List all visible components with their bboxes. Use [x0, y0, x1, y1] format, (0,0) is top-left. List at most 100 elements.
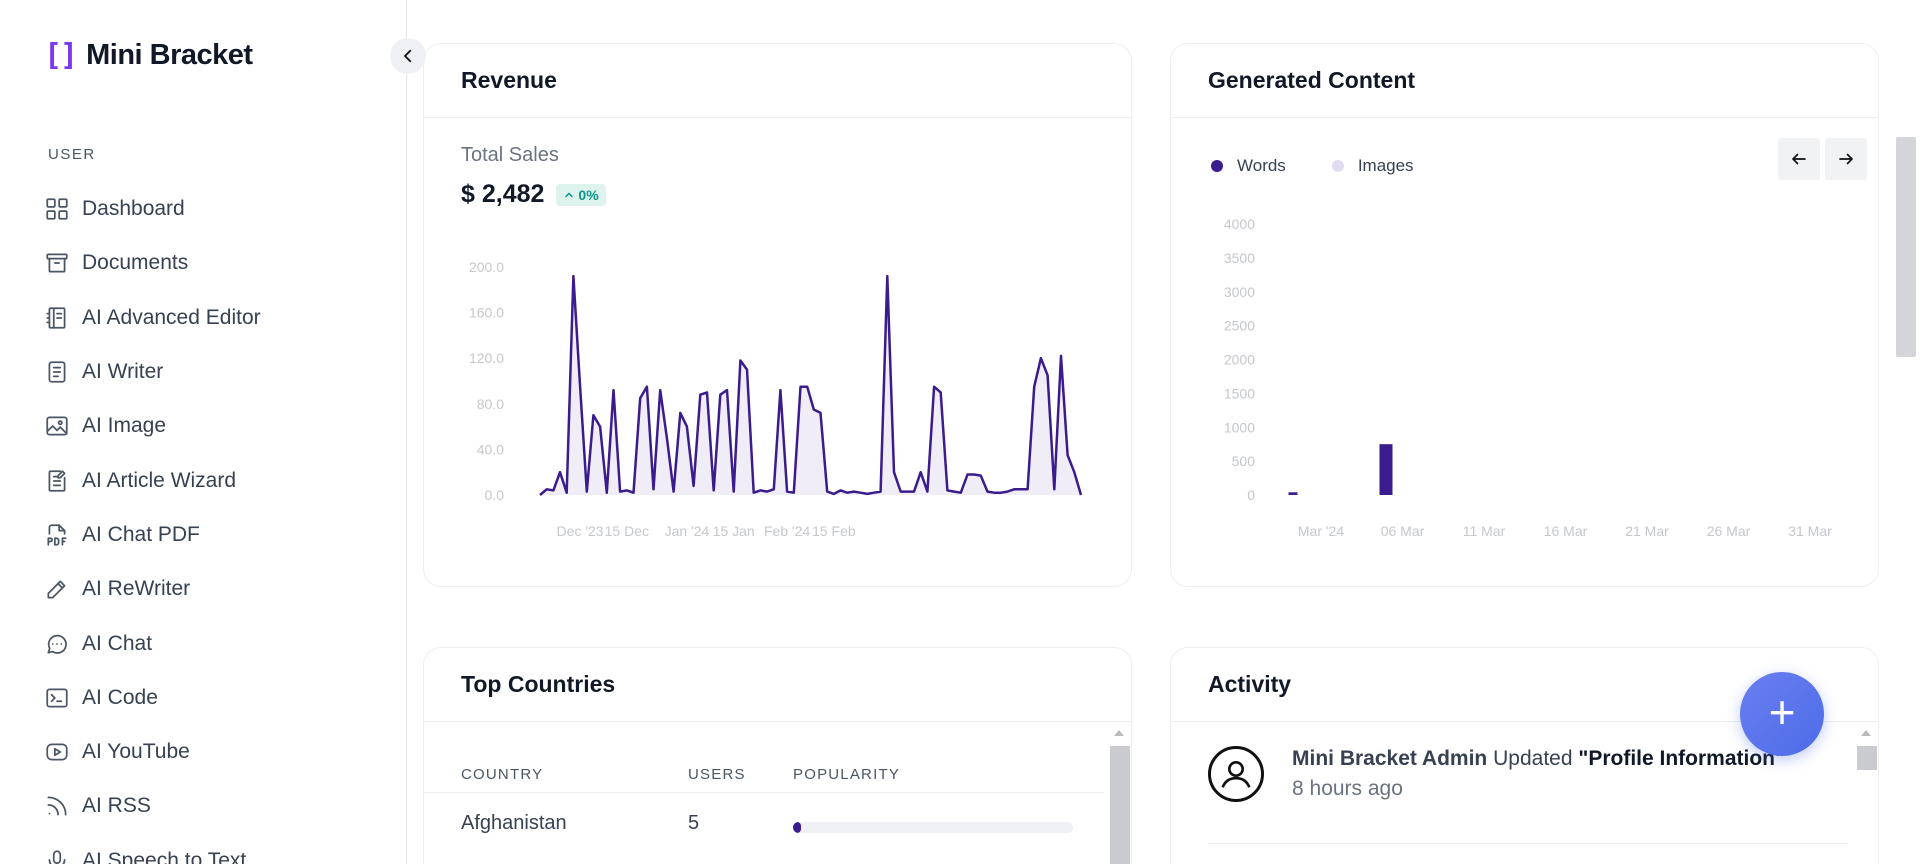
next-period-button[interactable]: [1825, 138, 1867, 180]
activity-text: Mini Bracket Admin Updated "Profile Info…: [1292, 744, 1785, 843]
countries-card-header: Top Countries: [424, 648, 1131, 722]
words-bar: [1288, 492, 1298, 495]
sidebar-item-dashboard[interactable]: Dashboard: [44, 182, 261, 236]
sidebar-item-label: AI RSS: [82, 794, 151, 818]
brand-logo[interactable]: [] Mini Bracket: [44, 38, 253, 73]
y-tick-label: 4000: [1224, 216, 1255, 232]
activity-item[interactable]: Mini Bracket Admin Updated "Profile Info…: [1208, 744, 1848, 844]
y-tick-label: 2000: [1224, 352, 1255, 368]
y-tick-label: 0.0: [485, 487, 505, 503]
sidebar-item-ai-rewriter[interactable]: AI ReWriter: [44, 562, 261, 616]
popularity-bar: [793, 822, 1073, 833]
y-tick-label: 80.0: [477, 396, 504, 412]
sales-line: [539, 274, 1083, 496]
x-tick-label: Jan '24: [665, 523, 710, 539]
legend-item-words[interactable]: Words: [1211, 156, 1286, 176]
sales-area-fill: [540, 276, 1081, 495]
table-scrollbar-thumb[interactable]: [1110, 746, 1130, 864]
sidebar-item-ai-youtube[interactable]: AI YouTube: [44, 725, 261, 779]
x-tick-label: 11 Mar: [1463, 523, 1506, 539]
activity-scrollbar-thumb[interactable]: [1857, 746, 1877, 770]
generated-content-chart: 4000 3500 3000 2500 2000 1500 1000 500 0 Mar '24 0…: [1224, 216, 1832, 539]
sidebar-item-ai-chat[interactable]: AI Chat: [44, 616, 261, 670]
generated-card-header: Generated Content: [1171, 44, 1878, 118]
legend-item-images[interactable]: Images: [1331, 156, 1414, 176]
add-new-button[interactable]: +: [1740, 672, 1824, 756]
sales-change-value: 0%: [578, 186, 599, 203]
y-tick-label: 160.0: [469, 305, 504, 321]
x-tick-label: 26 Mar: [1707, 523, 1751, 539]
revenue-card-header: Revenue: [424, 44, 1131, 118]
sidebar-item-label: Dashboard: [82, 197, 185, 221]
sidebar-item-label: AI Chat PDF: [82, 522, 200, 546]
y-tick-label: 40.0: [477, 441, 504, 457]
sidebar-item-ai-chat-pdf[interactable]: AI Chat PDF: [44, 508, 261, 562]
sidebar-item-ai-writer[interactable]: AI Writer: [44, 345, 261, 399]
total-sales-row: $ 2,482 0%: [461, 180, 606, 209]
sidebar-item-label: AI Chat: [82, 631, 153, 655]
x-tick-label: 31 Mar: [1788, 523, 1832, 539]
column-header-country: COUNTRY: [461, 766, 544, 783]
sidebar-item-label: AI Writer: [82, 360, 164, 384]
sidebar-item-ai-article-wizard[interactable]: AI Article Wizard: [44, 453, 261, 507]
sidebar-item-ai-advanced-editor[interactable]: AI Advanced Editor: [44, 291, 261, 345]
caret-up-icon: [565, 191, 574, 197]
column-header-users: USERS: [688, 766, 746, 783]
country-cell: Afghanistan: [461, 812, 567, 834]
revenue-title: Revenue: [461, 67, 557, 93]
y-tick-label: 3500: [1224, 250, 1255, 266]
y-tick-label: 200.0: [469, 259, 504, 275]
generated-content-card: Generated Content Words Images 4000 3500 3…: [1170, 43, 1879, 587]
sidebar-item-ai-image[interactable]: AI Image: [44, 399, 261, 453]
arrow-right-icon: [1839, 153, 1853, 165]
sidebar-item-documents[interactable]: Documents: [44, 236, 261, 290]
sidebar-collapse-button[interactable]: [390, 38, 426, 74]
document-icon: [48, 361, 66, 383]
brand-mark: []: [44, 38, 78, 73]
archive-icon: [46, 253, 68, 273]
prev-period-button[interactable]: [1778, 138, 1820, 180]
y-tick-label: 1000: [1224, 419, 1255, 435]
y-tick-label: 500: [1232, 453, 1256, 469]
legend-label: Images: [1357, 156, 1414, 175]
sidebar-item-label: AI Code: [82, 685, 158, 709]
total-sales-value: $ 2,482: [461, 180, 545, 208]
sidebar-item-label: AI ReWriter: [82, 577, 191, 601]
activity-title: Activity: [1208, 671, 1292, 697]
countries-table-header: COUNTRY USERS POPULARITY: [424, 753, 1104, 793]
arrow-left-icon: [1792, 153, 1806, 165]
activity-scroll-up-arrow[interactable]: [1861, 730, 1871, 736]
page-scrollbar-thumb[interactable]: [1896, 137, 1916, 357]
image-icon: [46, 416, 68, 436]
sidebar-section-label: USER: [48, 146, 96, 163]
sidebar-nav: Dashboard Documents AI Advanced Editor A…: [44, 182, 261, 864]
rss-icon: [47, 796, 67, 816]
revenue-card: Revenue Total Sales $ 2,482 0% 200.0 160.…: [423, 43, 1132, 587]
sidebar-item-label: AI Speech to Text: [82, 848, 247, 864]
sidebar-item-ai-speech-to-text[interactable]: AI Speech to Text: [44, 834, 261, 864]
sidebar-item-label: AI Article Wizard: [82, 468, 237, 492]
y-tick-label: 1500: [1224, 385, 1255, 401]
table-row[interactable]: Afghanistan 5: [424, 798, 1104, 858]
popularity-bar-fill: [793, 822, 802, 833]
legend-dot-images: [1331, 160, 1344, 172]
x-tick-label: 15 Feb: [812, 523, 856, 539]
sidebar-item-label: AI Image: [82, 414, 167, 438]
activity-time: 8 hours ago: [1292, 777, 1403, 800]
x-tick-label: 15 Dec: [605, 523, 649, 539]
activity-action: Updated: [1493, 747, 1573, 770]
plus-icon: +: [1768, 686, 1796, 738]
sidebar-item-ai-code[interactable]: AI Code: [44, 671, 261, 725]
x-tick-label: Mar '24: [1298, 523, 1344, 539]
table-scroll-up-arrow[interactable]: [1114, 730, 1124, 736]
youtube-icon: [46, 743, 68, 761]
notebook-icon: [46, 307, 66, 329]
pdf-icon: [47, 524, 67, 546]
activity-target: "Profile Information": [1578, 747, 1785, 770]
legend-label: Words: [1237, 156, 1286, 175]
terminal-icon: [46, 688, 68, 708]
sidebar-item-ai-rss[interactable]: AI RSS: [44, 779, 261, 833]
countries-title: Top Countries: [461, 671, 616, 697]
y-tick-label: 120.0: [469, 350, 504, 366]
article-icon: [48, 470, 66, 492]
